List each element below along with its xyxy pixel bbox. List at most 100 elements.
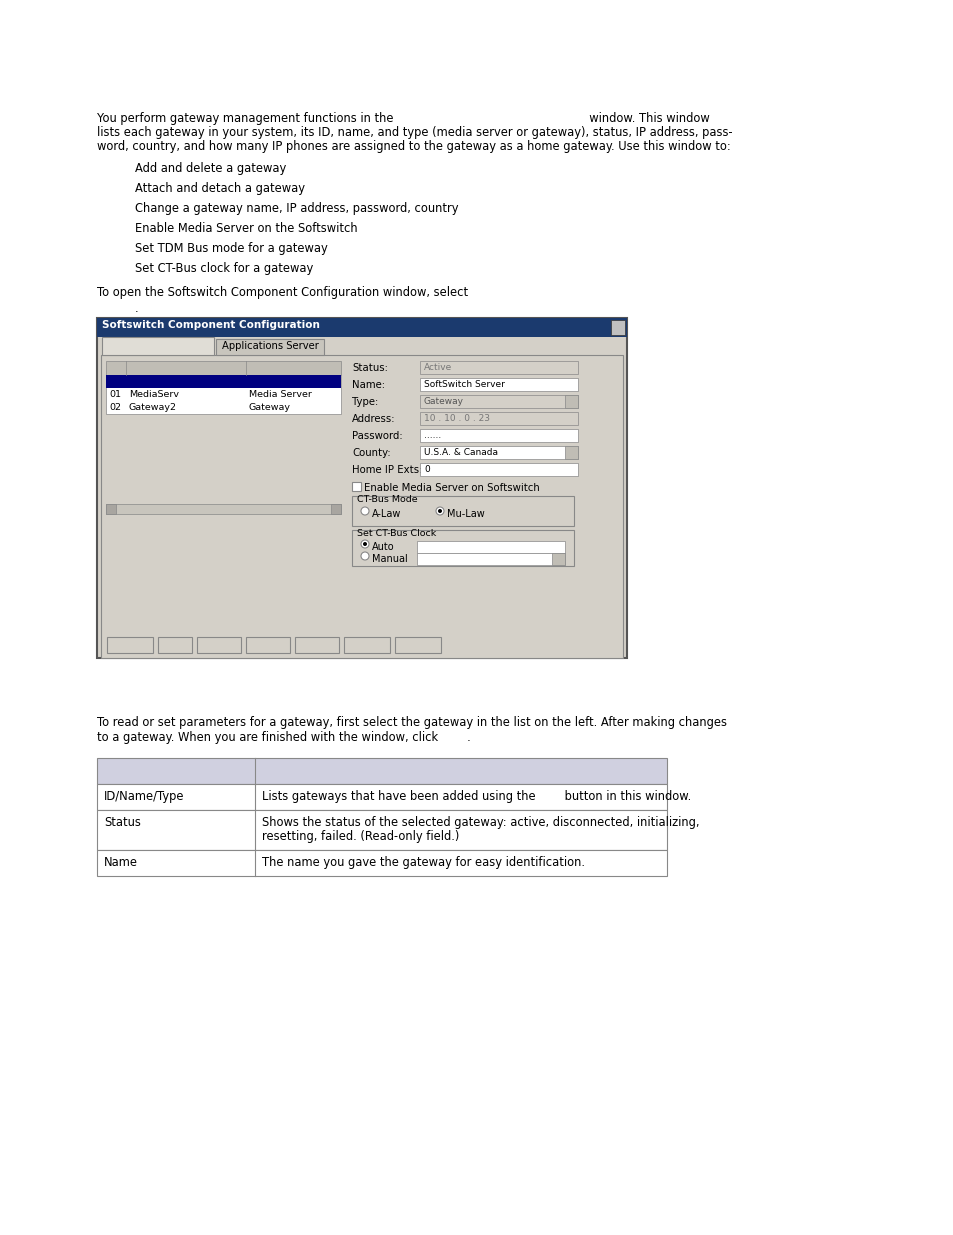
Text: word, country, and how many IP phones are assigned to the gateway as a home gate: word, country, and how many IP phones ar…	[97, 140, 730, 153]
Text: MediaServ: MediaServ	[129, 390, 179, 399]
Circle shape	[436, 508, 443, 515]
Text: To read or set parameters for a gateway, first select the gateway in the list on: To read or set parameters for a gateway,…	[97, 716, 726, 729]
Text: Attach: Attach	[253, 638, 282, 648]
Text: Name: Name	[104, 856, 138, 869]
Text: 02: 02	[109, 403, 121, 412]
Bar	[416, 553, 564, 564]
Circle shape	[360, 540, 369, 548]
Text: County:: County:	[352, 448, 390, 458]
Text: resetting, failed. (Read-only field.): resetting, failed. (Read-only field.)	[262, 830, 459, 844]
Text: Attach and detach a gateway: Attach and detach a gateway	[135, 182, 305, 195]
Text: Lists gateways that have been added using the        button in this window.: Lists gateways that have been added usin…	[262, 790, 691, 803]
Text: Status: Status	[104, 816, 141, 829]
Bar	[419, 446, 578, 459]
Circle shape	[437, 509, 441, 513]
Bar	[106, 361, 340, 375]
Bar	[101, 354, 622, 658]
Text: Softswitch Component Configuration: Softswitch Component Configuration	[102, 320, 319, 330]
Bar	[97, 784, 666, 810]
Text: ▼: ▼	[568, 396, 573, 403]
Bar	[564, 395, 578, 408]
Text: 0: 0	[423, 466, 429, 474]
Bar	[564, 446, 578, 459]
Circle shape	[360, 552, 369, 559]
Bar	[419, 463, 578, 475]
Text: Password:: Password:	[352, 431, 402, 441]
Bar	[331, 504, 340, 514]
Text: Active: Active	[423, 363, 452, 372]
Text: Mu-Law: Mu-Law	[447, 509, 484, 519]
Bar	[352, 496, 574, 526]
Bar	[419, 429, 578, 442]
Bar	[294, 637, 338, 653]
Text: SoftSwitch Server: SoftSwitch Server	[423, 380, 504, 389]
Text: Set CT-Bus clock for a gateway: Set CT-Bus clock for a gateway	[135, 262, 313, 275]
Text: Enable Media Server on the Softswitch: Enable Media Server on the Softswitch	[135, 222, 357, 235]
Bar	[610, 320, 624, 335]
Text: Address:: Address:	[352, 414, 395, 424]
Text: Delete: Delete	[204, 638, 233, 648]
Text: Gateway: Gateway	[423, 396, 463, 406]
Text: ......: ......	[423, 431, 441, 440]
Bar	[97, 850, 666, 876]
Bar	[246, 637, 290, 653]
Bar	[97, 317, 626, 337]
Text: Shows the status of the selected gateway: active, disconnected, initializing,: Shows the status of the selected gateway…	[262, 816, 699, 829]
Circle shape	[360, 508, 369, 515]
Text: To open the Softswitch Component Configuration window, select: To open the Softswitch Component Configu…	[97, 287, 468, 299]
Text: The name you gave the gateway for easy identification.: The name you gave the gateway for easy i…	[262, 856, 584, 869]
Text: Gateway: Gateway	[249, 377, 291, 387]
Text: A-Law: A-Law	[372, 509, 401, 519]
Text: Manual: Manual	[372, 555, 407, 564]
Bar	[107, 637, 152, 653]
Text: x: x	[615, 321, 620, 331]
Text: Add and delete a gateway: Add and delete a gateway	[135, 162, 286, 175]
Text: ID: ID	[109, 363, 119, 372]
Bar	[395, 637, 440, 653]
Text: 01: 01	[109, 390, 121, 399]
Text: Auto: Auto	[372, 542, 395, 552]
Text: Name: Name	[129, 363, 157, 372]
Text: Set CT-Bus Clock: Set CT-Bus Clock	[356, 529, 436, 538]
Text: ▼: ▼	[568, 448, 573, 454]
Text: to a gateway. When you are finished with the window, click        .: to a gateway. When you are finished with…	[97, 731, 470, 743]
Bar	[106, 504, 116, 514]
Text: Type: Type	[249, 363, 271, 372]
Text: Refresh: Refresh	[350, 638, 384, 648]
Bar	[106, 375, 340, 388]
Bar	[419, 361, 578, 374]
Text: Type:: Type:	[352, 396, 377, 408]
Bar	[419, 378, 578, 391]
Text: Set TDM Bus mode for a gateway: Set TDM Bus mode for a gateway	[135, 242, 328, 254]
Text: Media Server: Media Server	[249, 390, 312, 399]
Text: lists each gateway in your system, its ID, name, and type (media server or gatew: lists each gateway in your system, its I…	[97, 126, 732, 140]
Text: .: .	[135, 303, 138, 315]
Text: You perform gateway management functions in the                                 : You perform gateway management functions…	[97, 112, 709, 125]
Text: 10 . 10 . 0 . 23: 10 . 10 . 0 . 23	[423, 414, 490, 424]
Text: Gateway: Gateway	[249, 403, 291, 412]
Bar	[352, 482, 360, 492]
Circle shape	[363, 542, 367, 546]
Bar	[344, 637, 390, 653]
Bar	[106, 375, 340, 414]
Text: Status:: Status:	[352, 363, 388, 373]
Text: SoftSwitch Server: SoftSwitch Server	[129, 377, 213, 387]
Bar	[158, 637, 192, 653]
Text: Board...: Board...	[112, 638, 148, 648]
Bar	[97, 758, 666, 784]
Text: CT-Bus Mode: CT-Bus Mode	[356, 495, 417, 504]
Text: Media Server/Gateway: Media Server/Gateway	[101, 338, 214, 350]
Text: Name:: Name:	[352, 380, 385, 390]
Text: Home IP Exts:: Home IP Exts:	[352, 466, 422, 475]
Bar	[416, 541, 564, 553]
Bar	[419, 395, 578, 408]
Text: ▼: ▼	[556, 555, 561, 559]
Text: 00: 00	[109, 377, 121, 387]
Bar	[97, 810, 666, 850]
Text: Detach: Detach	[300, 638, 333, 648]
Bar	[352, 530, 574, 566]
Text: Add: Add	[166, 638, 184, 648]
Text: ID/Name/Type: ID/Name/Type	[104, 790, 184, 803]
Bar	[97, 317, 626, 658]
Bar	[102, 337, 213, 354]
